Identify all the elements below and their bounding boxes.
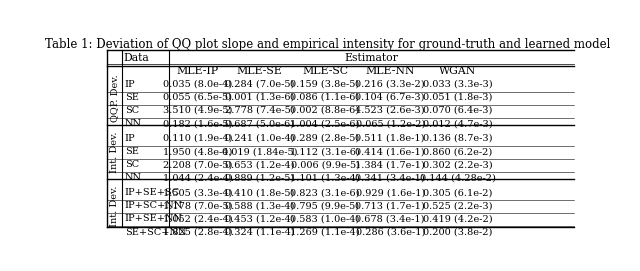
Text: 2.208 (7.0e-5): 2.208 (7.0e-5) bbox=[163, 160, 232, 169]
Text: 0.136 (8.7e-3): 0.136 (8.7e-3) bbox=[423, 134, 492, 143]
Text: 1.269 (1.1e-4): 1.269 (1.1e-4) bbox=[290, 228, 360, 237]
Text: 0.002 (8.8e-6): 0.002 (8.8e-6) bbox=[291, 106, 360, 115]
Text: Table 1: Deviation of QQ plot slope and empirical intensity for ground-truth and: Table 1: Deviation of QQ plot slope and … bbox=[45, 38, 611, 51]
Text: 1.112 (3.1e-6): 1.112 (3.1e-6) bbox=[290, 147, 360, 156]
Text: MLE-IP: MLE-IP bbox=[177, 66, 219, 76]
Text: 0.511 (1.8e-1): 0.511 (1.8e-1) bbox=[355, 134, 425, 143]
Text: 0.286 (3.6e-1): 0.286 (3.6e-1) bbox=[356, 228, 425, 237]
Text: 1.950 (4.8e-4): 1.950 (4.8e-4) bbox=[163, 147, 232, 156]
Text: SC: SC bbox=[125, 106, 139, 115]
Text: 1.004 (2.5e-6): 1.004 (2.5e-6) bbox=[291, 119, 360, 128]
Text: 0.687 (5.0e-6): 0.687 (5.0e-6) bbox=[225, 119, 294, 128]
Text: 0.104 (6.7e-3): 0.104 (6.7e-3) bbox=[355, 93, 425, 102]
Text: 0.929 (1.6e-1): 0.929 (1.6e-1) bbox=[356, 188, 425, 197]
Text: 0.324 (1.1e-4): 0.324 (1.1e-4) bbox=[225, 228, 294, 237]
Text: 0.302 (2.2e-3): 0.302 (2.2e-3) bbox=[423, 160, 493, 169]
Text: 0.713 (1.7e-1): 0.713 (1.7e-1) bbox=[355, 201, 425, 210]
Text: SE: SE bbox=[125, 147, 138, 156]
Text: 0.289 (2.8e-5): 0.289 (2.8e-5) bbox=[291, 134, 360, 143]
Text: 4.523 (2.6e-3): 4.523 (2.6e-3) bbox=[355, 106, 425, 115]
Text: 0.588 (1.3e-4): 0.588 (1.3e-4) bbox=[225, 201, 294, 210]
Text: 1.052 (2.4e-4): 1.052 (2.4e-4) bbox=[163, 214, 232, 224]
Text: 0.889 (1.2e-5): 0.889 (1.2e-5) bbox=[225, 173, 294, 182]
Text: 0.051 (1.8e-3): 0.051 (1.8e-3) bbox=[423, 93, 492, 102]
Text: 0.216 (3.3e-2): 0.216 (3.3e-2) bbox=[355, 80, 425, 89]
Text: IP+SE+SC: IP+SE+SC bbox=[125, 188, 180, 197]
Text: 0.410 (1.8e-5): 0.410 (1.8e-5) bbox=[225, 188, 294, 197]
Text: 0.144 (4.28e-2): 0.144 (4.28e-2) bbox=[420, 173, 495, 182]
Text: SE+SC+NN: SE+SC+NN bbox=[125, 228, 186, 237]
Text: IP+SC+NN: IP+SC+NN bbox=[125, 201, 183, 210]
Text: Int. Dev.: Int. Dev. bbox=[110, 186, 119, 227]
Text: IP: IP bbox=[125, 80, 135, 89]
Text: 0.453 (1.2e-4): 0.453 (1.2e-4) bbox=[225, 214, 294, 224]
Text: Estimator: Estimator bbox=[344, 53, 398, 63]
Text: 0.200 (3.8e-2): 0.200 (3.8e-2) bbox=[423, 228, 492, 237]
Text: 0.414 (1.6e-1): 0.414 (1.6e-1) bbox=[355, 147, 425, 156]
Text: 1.505 (3.3e-4): 1.505 (3.3e-4) bbox=[163, 188, 232, 197]
Text: 3.510 (4.9e-5): 3.510 (4.9e-5) bbox=[163, 106, 232, 115]
Text: 2.778 (7.4e-5): 2.778 (7.4e-5) bbox=[225, 106, 294, 115]
Text: 0.035 (8.0e-4): 0.035 (8.0e-4) bbox=[163, 80, 232, 89]
Text: 0.860 (6.2e-2): 0.860 (6.2e-2) bbox=[423, 147, 492, 156]
Text: 0.525 (2.2e-3): 0.525 (2.2e-3) bbox=[423, 201, 492, 210]
Text: 0.241 (1.0e-4): 0.241 (1.0e-4) bbox=[225, 134, 294, 143]
Text: SE: SE bbox=[125, 93, 138, 102]
Text: Int. Dev.: Int. Dev. bbox=[110, 132, 119, 173]
Text: 0.653 (1.2e-4): 0.653 (1.2e-4) bbox=[225, 160, 294, 169]
Text: MLE-NN: MLE-NN bbox=[365, 66, 415, 76]
Text: 0.065 (1.2e-2): 0.065 (1.2e-2) bbox=[356, 119, 425, 128]
Text: MLE-SE: MLE-SE bbox=[237, 66, 283, 76]
Text: 1.044 (2.4e-4): 1.044 (2.4e-4) bbox=[163, 173, 233, 182]
Text: 0.182 (1.6e-5): 0.182 (1.6e-5) bbox=[163, 119, 232, 128]
Text: 0.019 (1.84e-5): 0.019 (1.84e-5) bbox=[222, 147, 298, 156]
Text: 0.086 (1.1e-6): 0.086 (1.1e-6) bbox=[291, 93, 360, 102]
Text: IP: IP bbox=[125, 134, 135, 143]
Text: 1.384 (1.7e-1): 1.384 (1.7e-1) bbox=[355, 160, 425, 169]
Text: WGAN: WGAN bbox=[439, 66, 476, 76]
Text: QQP. Dev.: QQP. Dev. bbox=[110, 74, 119, 122]
Text: 0.823 (3.1e-6): 0.823 (3.1e-6) bbox=[291, 188, 360, 197]
Text: SC: SC bbox=[125, 160, 139, 169]
Text: 0.012 (4.7e-3): 0.012 (4.7e-3) bbox=[423, 119, 493, 128]
Text: 0.678 (3.4e-1): 0.678 (3.4e-1) bbox=[355, 214, 425, 224]
Text: 1.178 (7.0e-5): 1.178 (7.0e-5) bbox=[163, 201, 232, 210]
Text: 0.284 (7.0e-5): 0.284 (7.0e-5) bbox=[225, 80, 294, 89]
Text: 0.033 (3.3e-3): 0.033 (3.3e-3) bbox=[423, 80, 493, 89]
Text: 0.795 (9.9e-5): 0.795 (9.9e-5) bbox=[291, 201, 360, 210]
Text: 0.055 (6.5e-5): 0.055 (6.5e-5) bbox=[163, 93, 232, 102]
Text: 0.110 (1.9e-4): 0.110 (1.9e-4) bbox=[163, 134, 232, 143]
Text: 0.006 (9.9e-5): 0.006 (9.9e-5) bbox=[291, 160, 360, 169]
Text: 0.305 (6.1e-2): 0.305 (6.1e-2) bbox=[423, 188, 492, 197]
Text: NN: NN bbox=[125, 119, 141, 128]
Text: 0.583 (1.0e-4): 0.583 (1.0e-4) bbox=[291, 214, 360, 224]
Text: MLE-SC: MLE-SC bbox=[302, 66, 348, 76]
Text: 1.101 (1.3e-4): 1.101 (1.3e-4) bbox=[290, 173, 360, 182]
Text: 0.001 (1.3e-6): 0.001 (1.3e-6) bbox=[225, 93, 294, 102]
Text: Data: Data bbox=[124, 53, 149, 63]
Text: NN: NN bbox=[125, 173, 141, 182]
Text: 0.070 (6.4e-3): 0.070 (6.4e-3) bbox=[423, 106, 492, 115]
Text: IP+SE+NN: IP+SE+NN bbox=[125, 214, 182, 224]
Text: 0.159 (3.8e-5): 0.159 (3.8e-5) bbox=[291, 80, 360, 89]
Text: 1.825 (2.8e-4): 1.825 (2.8e-4) bbox=[163, 228, 232, 237]
Text: 0.419 (4.2e-2): 0.419 (4.2e-2) bbox=[423, 214, 493, 224]
Text: 0.341 (3.4e-1): 0.341 (3.4e-1) bbox=[355, 173, 425, 182]
